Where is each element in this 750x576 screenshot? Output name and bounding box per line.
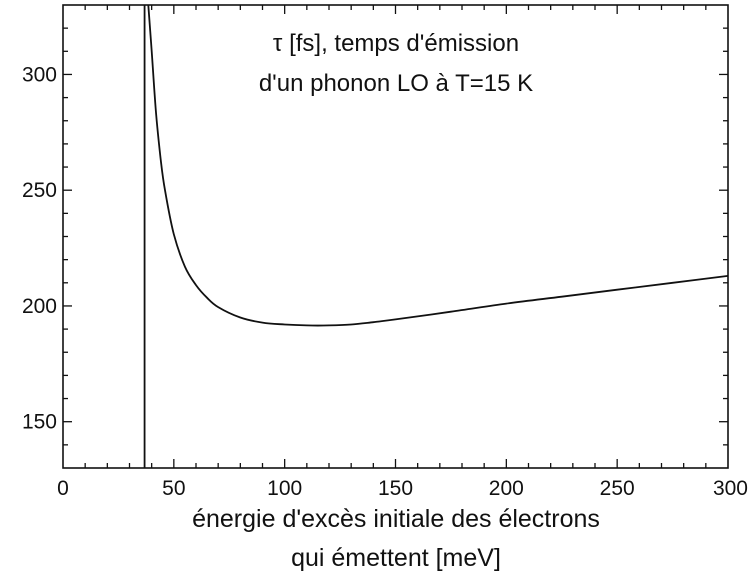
x-tick-label: 200 [489, 477, 524, 500]
x-axis-title-line-2: qui émettent [meV] [291, 544, 501, 572]
series-line [147, 4, 729, 327]
y-tick-label: 200 [22, 295, 57, 318]
tick-labels: 150 200 250 300 0 50 100 150 200 250 300 [22, 63, 748, 500]
x-tick-label: 50 [162, 477, 185, 500]
y-tick-label: 150 [22, 411, 57, 434]
chart-title-line-1: τ [fs], temps d'émission [273, 30, 519, 57]
x-axis-title-line-1: énergie d'excès initiale des électrons [192, 505, 600, 533]
chart-title-line-2: d'un phonon LO à T=15 K [259, 70, 533, 97]
x-tick-label: 150 [378, 477, 413, 500]
x-tick-label: 300 [713, 477, 748, 500]
x-tick-label: 100 [267, 477, 302, 500]
axis-ticks [63, 5, 728, 468]
y-tick-label: 300 [22, 63, 57, 86]
x-tick-label: 250 [600, 477, 635, 500]
x-tick-label: 0 [57, 477, 69, 500]
y-tick-label: 250 [22, 179, 57, 202]
